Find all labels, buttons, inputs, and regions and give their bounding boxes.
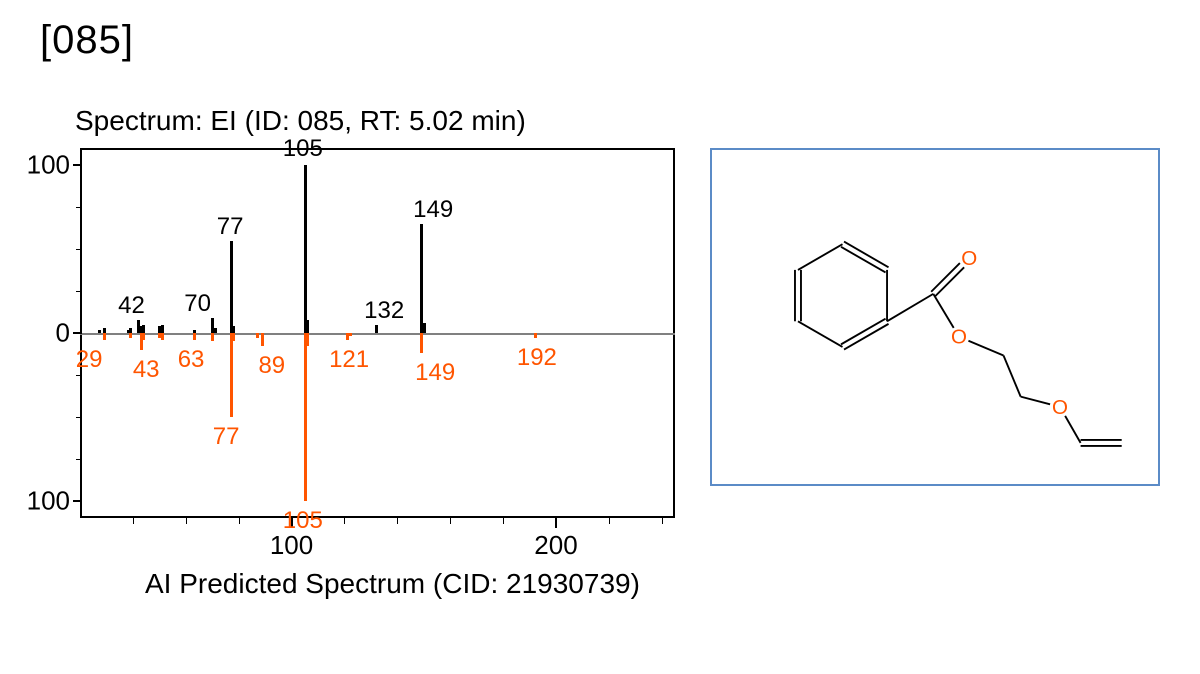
bond [935, 267, 964, 296]
bond [844, 324, 889, 350]
peak-down [211, 333, 214, 341]
peak-up [423, 323, 426, 333]
peak-label-down: 192 [517, 344, 557, 372]
bond [1004, 356, 1021, 397]
peak-up [375, 325, 378, 333]
x-tick-minor [609, 518, 610, 524]
y-tick-minor [76, 417, 82, 418]
x-tick-minor [503, 518, 504, 524]
peak-label-down: 29 [76, 346, 103, 374]
peak-up [98, 330, 101, 333]
peak-down [193, 333, 196, 340]
spectrum-title: Spectrum: EI (ID: 085, RT: 5.02 min) [75, 105, 526, 137]
x-tick-minor [450, 518, 451, 524]
atom-label: O [1052, 396, 1068, 419]
x-tick-minor [397, 518, 398, 524]
peak-down [232, 333, 235, 341]
x-tick-minor [186, 518, 187, 524]
y-tick-minor [76, 291, 82, 292]
bond [841, 319, 886, 345]
peak-down [256, 333, 259, 338]
x-tick-minor [133, 518, 134, 524]
peak-label-up: 132 [364, 297, 404, 325]
peak-label-up: 77 [217, 213, 244, 241]
bond [887, 294, 933, 321]
peak-label-up: 149 [413, 196, 453, 224]
peak-up [142, 325, 145, 333]
peak-down [420, 333, 423, 353]
x-tick [555, 518, 557, 528]
peak-label-down: 77 [213, 423, 240, 451]
bond [1021, 397, 1050, 405]
x-axis-caption: AI Predicted Spectrum (CID: 21930739) [145, 568, 640, 600]
peak-up [420, 224, 423, 333]
bond [933, 294, 953, 328]
peak-label-down: 89 [258, 352, 285, 380]
peak-label-down: 121 [329, 346, 369, 374]
molecule-svg: O O O [712, 150, 1158, 484]
peak-down [230, 333, 233, 417]
x-tick-minor [662, 518, 663, 524]
peak-label-up: 42 [118, 292, 145, 320]
peak-label-down: 63 [178, 346, 205, 374]
atom-label: O [951, 326, 967, 349]
peak-down [306, 333, 309, 346]
peak-label-down: 149 [415, 359, 455, 387]
y-tick-label: 0 [10, 318, 70, 349]
y-tick-minor [76, 165, 82, 166]
y-tick-minor [76, 501, 82, 502]
peak-down [142, 333, 145, 340]
bond [798, 321, 843, 347]
peak-up [230, 241, 233, 334]
bond [841, 247, 886, 273]
spectrum-chart: AI Predicted Spectrum (CID: 21930739) 10… [55, 148, 675, 518]
peak-label-up: 70 [184, 290, 211, 318]
peak-up [232, 326, 235, 333]
bond [931, 263, 960, 292]
peak-down [161, 333, 164, 340]
peak-down [349, 333, 352, 336]
peak-down [304, 333, 307, 501]
y-tick-label: 100 [10, 149, 70, 180]
bond [968, 341, 1003, 356]
peak-label-down: 105 [283, 507, 323, 535]
peak-down [129, 333, 132, 338]
peak-down [103, 333, 106, 340]
y-tick-minor [76, 375, 82, 376]
x-tick-minor [239, 518, 240, 524]
peak-up [304, 165, 307, 333]
peak-up [306, 320, 309, 333]
bond [844, 242, 889, 268]
peak-down [534, 333, 537, 338]
y-tick-minor [76, 459, 82, 460]
structure-panel: O O O [710, 148, 1160, 486]
peak-up [161, 325, 164, 333]
x-tick-minor [344, 518, 345, 524]
y-tick-minor [76, 249, 82, 250]
y-tick-label: 100 [10, 486, 70, 517]
peak-down [261, 333, 264, 346]
bond [1065, 416, 1080, 443]
atom-label: O [961, 247, 977, 270]
y-tick-minor [76, 207, 82, 208]
y-tick-minor [76, 333, 82, 334]
page-title: [085] [40, 18, 134, 63]
center-line [80, 333, 675, 335]
peak-up [214, 328, 217, 333]
peak-label-up: 105 [283, 135, 323, 163]
x-tick-label: 200 [534, 530, 577, 561]
peak-label-down: 43 [133, 356, 160, 384]
bond [798, 244, 843, 270]
